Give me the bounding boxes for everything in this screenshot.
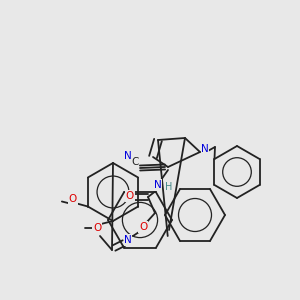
Text: N: N [124,151,132,161]
Text: H: H [165,182,173,192]
Text: O: O [69,194,77,205]
Text: N: N [201,144,209,154]
Text: C: C [131,157,139,167]
Text: O: O [126,191,134,201]
Text: N: N [124,235,132,245]
Text: O: O [139,222,147,232]
Text: N: N [154,180,162,190]
Text: O: O [93,223,101,233]
